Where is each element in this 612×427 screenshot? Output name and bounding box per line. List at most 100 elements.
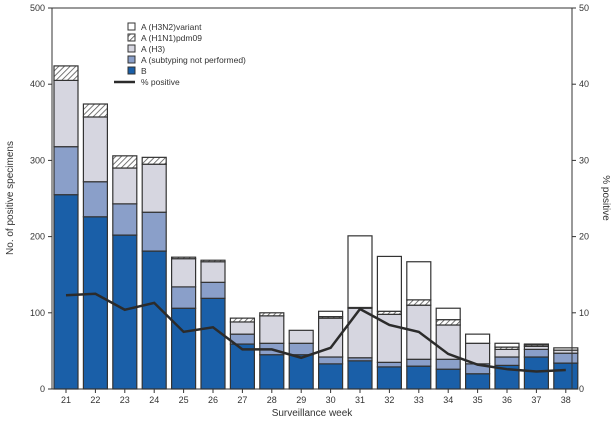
x-tick-label: 21	[61, 395, 71, 405]
x-tick-label: 30	[326, 395, 336, 405]
bar-segment-a-h3n2-variant-week-35	[466, 334, 490, 343]
bar-segment-b-week-27	[230, 344, 254, 389]
bar-segment-b-week-24	[142, 251, 166, 389]
bar-segment-b-week-37	[524, 357, 548, 389]
legend-label: A (H1N1)pdm09	[141, 33, 202, 43]
bar-segment-b-week-32	[377, 367, 401, 389]
legend-swatch-a-h1n1-pdm09	[128, 34, 135, 41]
bar-segment-a-subtyping-not-performed--week-23	[113, 204, 137, 235]
x-tick-label: 33	[414, 395, 424, 405]
bar-segment-a-subtyping-not-performed--week-21	[54, 147, 78, 195]
bar-segment-b-week-23	[113, 235, 137, 389]
bar-segment-a-subtyping-not-performed--week-37	[524, 349, 548, 357]
legend-swatch-b	[128, 67, 135, 74]
bar-segment-b-week-26	[201, 298, 225, 389]
y2-tick-label: 30	[579, 155, 589, 165]
bar-segment-a-h3--week-31	[348, 308, 372, 358]
legend-label: A (H3N2)variant	[141, 22, 202, 32]
bar-segment-b-week-30	[319, 364, 343, 389]
bar-segment-a-h3--week-23	[113, 168, 137, 204]
x-tick-label: 28	[267, 395, 277, 405]
legend-swatch-a-subtyping-not-performed-	[128, 56, 135, 63]
y-axis-title: No. of positive specimens	[5, 141, 16, 255]
legend-swatch-a-h3n2-variant	[128, 23, 135, 30]
bar-segment-a-h3--week-24	[142, 164, 166, 212]
bar-segment-a-h3--week-26	[201, 262, 225, 283]
legend-label: B	[141, 66, 147, 76]
bar-segment-b-week-29	[289, 355, 313, 389]
x-tick-label: 29	[296, 395, 306, 405]
x-tick-label: 24	[149, 395, 159, 405]
x-tick-label: 37	[531, 395, 541, 405]
y2-axis-title: % positive	[600, 175, 611, 221]
bar-segment-a-h3--week-29	[289, 330, 313, 343]
bar-segment-a-h3n2-variant-week-30	[319, 311, 343, 316]
bar-segment-a-h1n1-pdm09-week-26	[201, 260, 225, 262]
percent-positive-line	[66, 294, 566, 372]
x-tick-label: 31	[355, 395, 365, 405]
y2-tick-label: 50	[579, 3, 589, 13]
x-tick-label: 27	[237, 395, 247, 405]
x-tick-label: 26	[208, 395, 218, 405]
percent-positive-line-layer	[66, 294, 566, 372]
y2-tick-label: 40	[579, 79, 589, 89]
bar-segment-b-week-25	[172, 308, 196, 389]
y-tick-label: 100	[30, 308, 45, 318]
bar-segment-a-h3n2-variant-week-33	[407, 262, 431, 300]
bar-segment-a-subtyping-not-performed--week-24	[142, 212, 166, 251]
legend-label: % positive	[141, 77, 180, 87]
y2-tick-label: 20	[579, 232, 589, 242]
bar-segment-a-h1n1-pdm09-week-28	[260, 313, 284, 316]
bar-segment-a-h3n2-variant-week-34	[436, 308, 460, 319]
bar-segment-a-h3n2-variant-week-38	[554, 348, 578, 350]
bar-segment-a-h1n1-pdm09-week-27	[230, 318, 254, 322]
y2-tick-label: 0	[579, 384, 584, 394]
y-tick-label: 300	[30, 155, 45, 165]
bar-segment-a-h3--week-25	[172, 259, 196, 287]
x-tick-label: 23	[120, 395, 130, 405]
bar-segment-a-h3n2-variant-week-31	[348, 236, 372, 308]
bar-segment-a-subtyping-not-performed--week-26	[201, 282, 225, 298]
bar-segment-a-subtyping-not-performed--week-30	[319, 357, 343, 364]
y2-tick-label: 10	[579, 308, 589, 318]
x-tick-label: 22	[90, 395, 100, 405]
bar-segment-a-h3n2-variant-week-37	[524, 344, 548, 345]
x-tick-label: 25	[179, 395, 189, 405]
bars	[54, 66, 578, 389]
legend-label: A (H3)	[141, 44, 165, 54]
bar-segment-a-h1n1-pdm09-week-33	[407, 300, 431, 305]
bar-segment-b-week-33	[407, 366, 431, 389]
bar-segment-a-subtyping-not-performed--week-25	[172, 287, 196, 308]
x-tick-label: 35	[473, 395, 483, 405]
bar-segment-a-subtyping-not-performed--week-22	[83, 182, 107, 217]
bar-segment-a-h3n2-variant-week-36	[495, 343, 519, 347]
bar-segment-b-week-22	[83, 217, 107, 389]
bar-segment-a-h3--week-21	[54, 80, 78, 146]
bar-segment-a-h3--week-22	[83, 117, 107, 182]
bar-segment-b-week-35	[466, 374, 490, 389]
bar-segment-a-subtyping-not-performed--week-29	[289, 343, 313, 354]
x-axis-title: Surveillance week	[272, 408, 354, 419]
bar-segment-a-h1n1-pdm09-week-25	[172, 257, 196, 259]
bar-segment-a-h3--week-28	[260, 316, 284, 343]
x-tick-label: 38	[561, 395, 571, 405]
legend-swatch-a-h3-	[128, 45, 135, 52]
bar-segment-a-h3--week-36	[495, 349, 519, 357]
bar-segment-a-subtyping-not-performed--week-33	[407, 359, 431, 366]
y-tick-label: 200	[30, 232, 45, 242]
bar-segment-b-week-21	[54, 195, 78, 389]
bar-segment-a-subtyping-not-performed--week-38	[554, 353, 578, 363]
bar-segment-a-subtyping-not-performed--week-36	[495, 357, 519, 365]
bar-segment-a-h1n1-pdm09-week-34	[436, 320, 460, 325]
bar-segment-a-h1n1-pdm09-week-24	[142, 157, 166, 164]
bar-segment-b-week-38	[554, 363, 578, 389]
y-tick-label: 500	[30, 3, 45, 13]
bar-segment-a-h3n2-variant-week-32	[377, 256, 401, 311]
bar-segment-a-subtyping-not-performed--week-34	[436, 359, 460, 369]
bar-segment-b-week-28	[260, 355, 284, 389]
legend-label: A (subtyping not performed)	[141, 55, 246, 65]
bar-segment-a-h1n1-pdm09-week-23	[113, 156, 137, 168]
bar-segment-b-week-34	[436, 369, 460, 389]
